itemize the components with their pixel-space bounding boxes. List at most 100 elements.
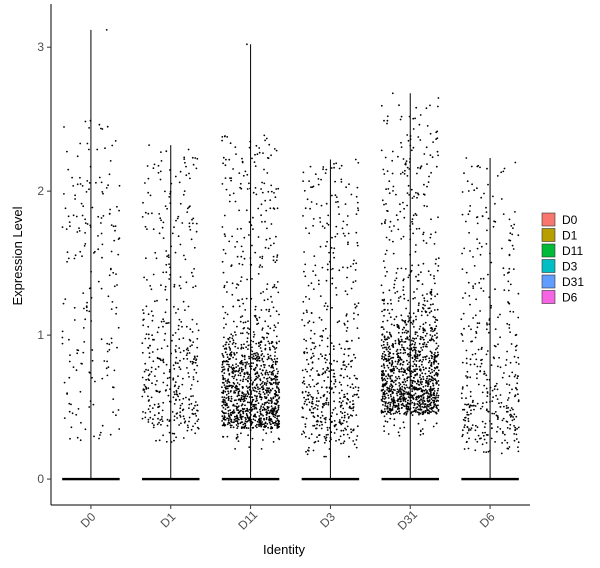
data-point	[489, 393, 491, 396]
data-point	[177, 375, 179, 378]
data-point	[485, 401, 488, 404]
data-point	[329, 436, 332, 439]
data-point	[164, 332, 167, 335]
data-point	[188, 398, 191, 400]
data-point	[330, 342, 333, 344]
data-point	[262, 428, 265, 431]
data-point	[467, 281, 470, 284]
data-point	[151, 334, 154, 337]
data-point	[425, 146, 428, 149]
data-point	[275, 335, 278, 338]
data-point	[418, 123, 421, 126]
data-point	[437, 154, 439, 157]
data-point	[406, 379, 409, 382]
data-point	[397, 325, 400, 327]
data-point	[382, 260, 385, 262]
data-point	[251, 244, 253, 247]
data-point	[476, 440, 479, 443]
data-point	[411, 388, 413, 390]
data-point	[398, 410, 400, 413]
data-point	[101, 256, 103, 259]
data-point	[506, 421, 509, 423]
data-point	[486, 395, 489, 397]
data-point	[274, 379, 277, 381]
data-point	[267, 406, 269, 409]
data-point	[266, 380, 269, 383]
data-point	[185, 325, 188, 328]
data-point	[316, 370, 318, 372]
data-point	[248, 401, 251, 404]
data-point	[311, 400, 314, 403]
data-point	[414, 351, 417, 354]
data-point	[264, 246, 267, 249]
data-point	[419, 325, 422, 328]
data-point	[94, 380, 96, 383]
data-point	[191, 344, 193, 346]
data-point	[491, 389, 494, 392]
data-point	[328, 370, 331, 373]
data-point	[479, 437, 481, 440]
data-point	[417, 273, 420, 276]
data-point	[387, 402, 389, 405]
data-point	[260, 309, 263, 311]
data-point	[98, 176, 101, 179]
data-point	[386, 338, 389, 341]
data-point	[344, 427, 346, 430]
data-point	[111, 301, 114, 303]
data-point	[341, 412, 344, 415]
data-point	[238, 367, 241, 370]
data-point	[269, 207, 272, 210]
data-point	[318, 374, 321, 376]
data-point	[326, 345, 329, 348]
data-point	[383, 350, 386, 353]
data-point	[276, 378, 279, 381]
data-point	[308, 383, 310, 386]
data-point	[415, 244, 417, 246]
data-point	[429, 274, 432, 276]
data-point	[222, 366, 225, 368]
data-point	[264, 371, 267, 374]
data-point	[515, 438, 518, 440]
data-point	[306, 311, 308, 313]
data-point	[243, 236, 246, 239]
data-point	[173, 419, 176, 421]
data-point	[310, 395, 313, 398]
data-point	[257, 273, 260, 275]
data-point	[73, 319, 76, 321]
data-point	[509, 239, 512, 242]
data-point	[422, 385, 425, 388]
data-point	[429, 292, 432, 295]
data-point	[390, 334, 392, 337]
data-point	[269, 315, 272, 317]
data-point	[485, 434, 488, 436]
data-point	[256, 364, 258, 367]
data-point	[321, 339, 323, 342]
data-point	[327, 403, 330, 406]
data-point	[413, 370, 416, 373]
data-point	[415, 357, 417, 359]
data-point	[260, 354, 263, 357]
data-point	[419, 139, 422, 141]
data-point	[411, 223, 414, 225]
data-point	[312, 288, 315, 290]
data-point	[226, 382, 229, 384]
data-point	[255, 375, 258, 378]
data-point	[430, 368, 433, 371]
data-point	[399, 348, 402, 351]
data-point	[347, 243, 349, 246]
data-point	[239, 362, 241, 364]
data-point	[260, 214, 262, 217]
data-point	[192, 395, 194, 397]
data-point	[461, 252, 463, 255]
data-point	[418, 399, 421, 402]
data-point	[277, 400, 279, 403]
data-point	[265, 378, 268, 380]
data-point	[190, 428, 193, 431]
data-point	[392, 396, 395, 399]
data-point	[310, 282, 313, 285]
data-point	[258, 425, 260, 427]
data-point	[342, 376, 345, 379]
data-point	[142, 389, 145, 391]
data-point	[270, 295, 272, 298]
data-point	[222, 271, 225, 274]
